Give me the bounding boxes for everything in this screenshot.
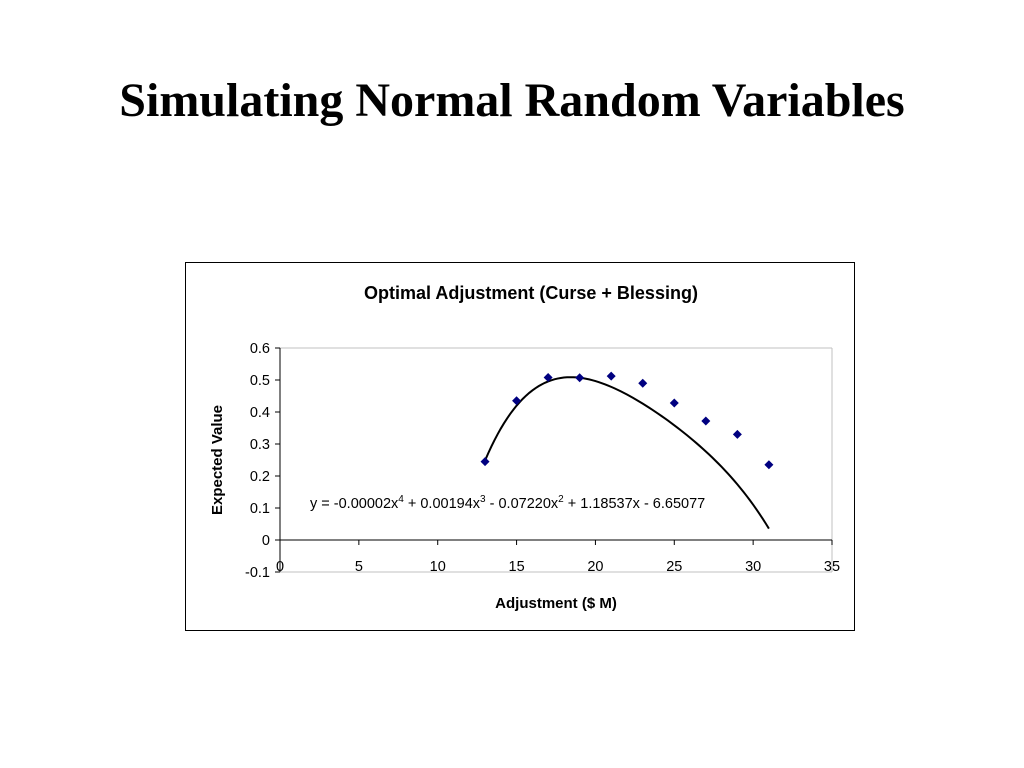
y-tick-label: 0.2 (250, 469, 270, 485)
x-tick-label: 35 (824, 559, 840, 575)
data-point (638, 378, 648, 388)
y-tick-label: 0.1 (250, 501, 270, 517)
equation-superscript-2: 3 (480, 494, 486, 505)
trendline-group (484, 376, 770, 530)
axes: -0.1 0 0.1 0.2 0.3 0.4 0.5 0.6 0 5 10 15 20 25 30 35 (245, 341, 840, 581)
equation-part-2: + 0.00194x (404, 496, 481, 512)
data-point (764, 460, 774, 470)
y-tick-label: -0.1 (245, 565, 270, 581)
data-point (732, 429, 742, 439)
y-tick-label: 0.5 (250, 373, 270, 389)
x-tick-label: 20 (587, 559, 603, 575)
x-tick-label: 30 (745, 559, 761, 575)
y-tick-label: 0 (262, 533, 270, 549)
chart-frame: Optimal Adjustment (Curse + Blessing) -0… (185, 262, 855, 631)
data-point (575, 373, 585, 383)
y-tick-label: 0.3 (250, 437, 270, 453)
x-tick-label: 5 (355, 559, 363, 575)
equation-superscript-3: 2 (558, 494, 564, 505)
x-tick-label: 15 (509, 559, 525, 575)
chart: Optimal Adjustment (Curse + Blessing) -0… (209, 283, 840, 612)
x-axis-label: Adjustment ($ M) (495, 595, 617, 612)
equation-superscript-1: 4 (398, 494, 404, 505)
y-tick-label: 0.4 (250, 405, 270, 421)
data-point (543, 372, 553, 382)
equation-part-4: + 1.18537x - 6.65077 (564, 496, 706, 512)
x-tick-label: 0 (276, 559, 284, 575)
trendline (484, 376, 770, 530)
x-tick-label: 25 (666, 559, 682, 575)
data-point (480, 457, 490, 467)
y-tick-label: 0.6 (250, 341, 270, 357)
equation-part-3: - 0.07220x (486, 496, 559, 512)
y-axis-label: Expected Value (209, 405, 226, 515)
slide-title: Simulating Normal Random Variables (119, 74, 905, 127)
data-point (669, 398, 679, 408)
equation-part-1: y = -0.00002x (310, 496, 399, 512)
data-point (512, 396, 522, 406)
data-point (701, 416, 711, 426)
trendline-equation: y = -0.00002x4 + 0.00194x3 - 0.07220x2 +… (310, 494, 705, 512)
data-points (480, 371, 774, 470)
chart-title: Optimal Adjustment (Curse + Blessing) (364, 283, 698, 303)
data-point (606, 371, 616, 381)
x-tick-label: 10 (430, 559, 446, 575)
